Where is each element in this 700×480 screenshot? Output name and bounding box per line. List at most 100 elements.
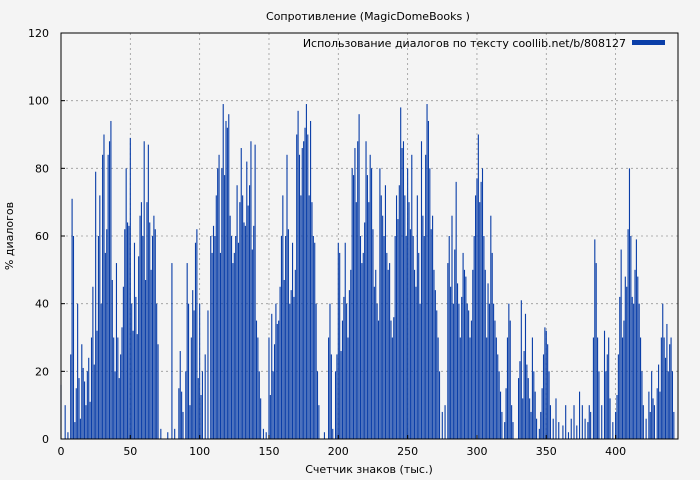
bar bbox=[483, 236, 485, 439]
bar bbox=[526, 364, 528, 439]
axis-ticks: 0 20 40 60 80 100 120 0 50 100 150 200 250 300 350 400 bbox=[28, 27, 626, 458]
bar bbox=[398, 185, 400, 439]
bar bbox=[427, 120, 429, 439]
bar bbox=[612, 422, 614, 439]
bar bbox=[77, 303, 79, 439]
bar bbox=[283, 279, 285, 439]
bar bbox=[576, 425, 578, 439]
bar bbox=[664, 357, 667, 439]
bar bbox=[224, 175, 226, 439]
bar bbox=[480, 181, 482, 439]
bar bbox=[499, 391, 502, 439]
bar bbox=[592, 337, 594, 439]
bar bbox=[86, 371, 88, 439]
bar bbox=[486, 337, 488, 439]
bar bbox=[204, 354, 206, 439]
bar bbox=[285, 236, 287, 439]
bar bbox=[401, 148, 403, 440]
bar bbox=[402, 141, 405, 439]
bar bbox=[542, 354, 545, 439]
bar bbox=[523, 351, 525, 439]
bar bbox=[416, 195, 418, 439]
bar bbox=[212, 225, 215, 439]
bar bbox=[243, 222, 245, 439]
bar bbox=[630, 236, 632, 439]
bar bbox=[450, 286, 452, 439]
bar bbox=[670, 337, 672, 439]
bar bbox=[348, 290, 350, 439]
bar bbox=[387, 269, 389, 439]
bar bbox=[282, 195, 284, 439]
bar bbox=[488, 303, 490, 439]
x-tick-label: 200 bbox=[328, 445, 349, 458]
bar bbox=[419, 303, 421, 439]
x-tick-label: 150 bbox=[258, 445, 279, 458]
bar bbox=[237, 242, 240, 439]
bar bbox=[430, 229, 432, 439]
bar bbox=[138, 256, 140, 439]
bar bbox=[344, 242, 346, 439]
y-axis-label: % диалогов bbox=[3, 202, 16, 270]
y-tick-label: 80 bbox=[35, 162, 49, 175]
bar bbox=[131, 303, 133, 439]
bar bbox=[143, 141, 145, 439]
bar bbox=[218, 154, 220, 440]
bar bbox=[447, 263, 449, 439]
bar bbox=[75, 388, 77, 439]
bar bbox=[651, 371, 653, 439]
bar bbox=[276, 323, 278, 439]
bar bbox=[567, 432, 570, 439]
bar bbox=[420, 141, 423, 439]
bar bbox=[103, 134, 105, 439]
bar bbox=[497, 354, 499, 439]
bar bbox=[411, 154, 413, 440]
bar bbox=[377, 320, 380, 439]
bar bbox=[590, 411, 592, 439]
bar bbox=[318, 405, 320, 439]
bar bbox=[255, 320, 258, 439]
bar bbox=[597, 337, 599, 439]
bar bbox=[314, 242, 316, 439]
bar bbox=[221, 168, 223, 440]
bar bbox=[268, 337, 270, 439]
bar bbox=[540, 411, 542, 439]
bar bbox=[293, 296, 295, 439]
bar bbox=[210, 236, 212, 439]
bar bbox=[658, 364, 660, 439]
bar bbox=[323, 432, 325, 439]
bar bbox=[463, 269, 466, 439]
bar bbox=[621, 337, 624, 439]
bar bbox=[382, 215, 384, 439]
bar bbox=[616, 395, 618, 439]
bar bbox=[178, 388, 180, 439]
bar bbox=[207, 310, 209, 439]
bar bbox=[96, 330, 98, 439]
bar bbox=[469, 337, 471, 439]
bar bbox=[139, 215, 141, 439]
y-tick-label: 20 bbox=[35, 365, 49, 378]
bar bbox=[67, 432, 69, 439]
bar bbox=[287, 229, 289, 439]
bar bbox=[555, 398, 557, 439]
bar bbox=[490, 215, 492, 439]
bar bbox=[384, 185, 386, 439]
bar bbox=[174, 428, 176, 439]
bar bbox=[552, 418, 554, 439]
bar bbox=[339, 252, 341, 439]
bar bbox=[171, 263, 173, 439]
bar bbox=[297, 110, 299, 440]
bar bbox=[350, 269, 352, 439]
bar bbox=[466, 303, 468, 439]
bar bbox=[358, 114, 360, 439]
bar bbox=[129, 137, 131, 439]
bar bbox=[298, 154, 301, 440]
bar bbox=[303, 141, 305, 439]
bar bbox=[253, 225, 255, 439]
bar bbox=[638, 303, 640, 439]
bar bbox=[634, 269, 636, 439]
bar bbox=[520, 300, 522, 439]
bar bbox=[380, 195, 382, 439]
bar bbox=[438, 371, 441, 439]
bar bbox=[354, 148, 356, 440]
